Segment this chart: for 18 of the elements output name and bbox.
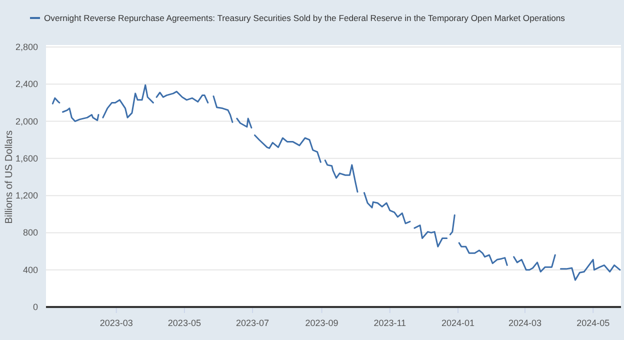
y-tick-label: 2,000 — [15, 116, 38, 126]
x-tick-label: 2023-03 — [100, 318, 133, 328]
x-tick-label: 2024-01 — [441, 318, 475, 328]
y-tick-label: 1,200 — [15, 190, 38, 201]
x-tick-label: 2023-11 — [374, 318, 406, 328]
x-tick-label: 2023-07 — [236, 318, 270, 328]
x-tick-label: 2023-05 — [168, 318, 201, 328]
y-tick-label: 800 — [22, 228, 38, 238]
y-tick-label: 1,600 — [15, 153, 38, 164]
y-axis-title: Billions of US Dollars — [4, 130, 15, 224]
legend-label: Overnight Reverse Repurchase Agreements: Treasury Securities Sold by the Federal Reserve in the Temporary Open Market Operations — [44, 13, 565, 23]
x-tick-label: 2024-03 — [508, 318, 542, 328]
x-tick-label: 2024-05 — [576, 318, 610, 328]
y-tick-label: 2,400 — [15, 79, 38, 90]
y-tick-label: 400 — [22, 264, 38, 275]
y-tick-label: 2,800 — [15, 42, 38, 52]
y-tick-label: 0 — [32, 302, 38, 312]
x-tick-label: 2023-09 — [305, 318, 338, 328]
